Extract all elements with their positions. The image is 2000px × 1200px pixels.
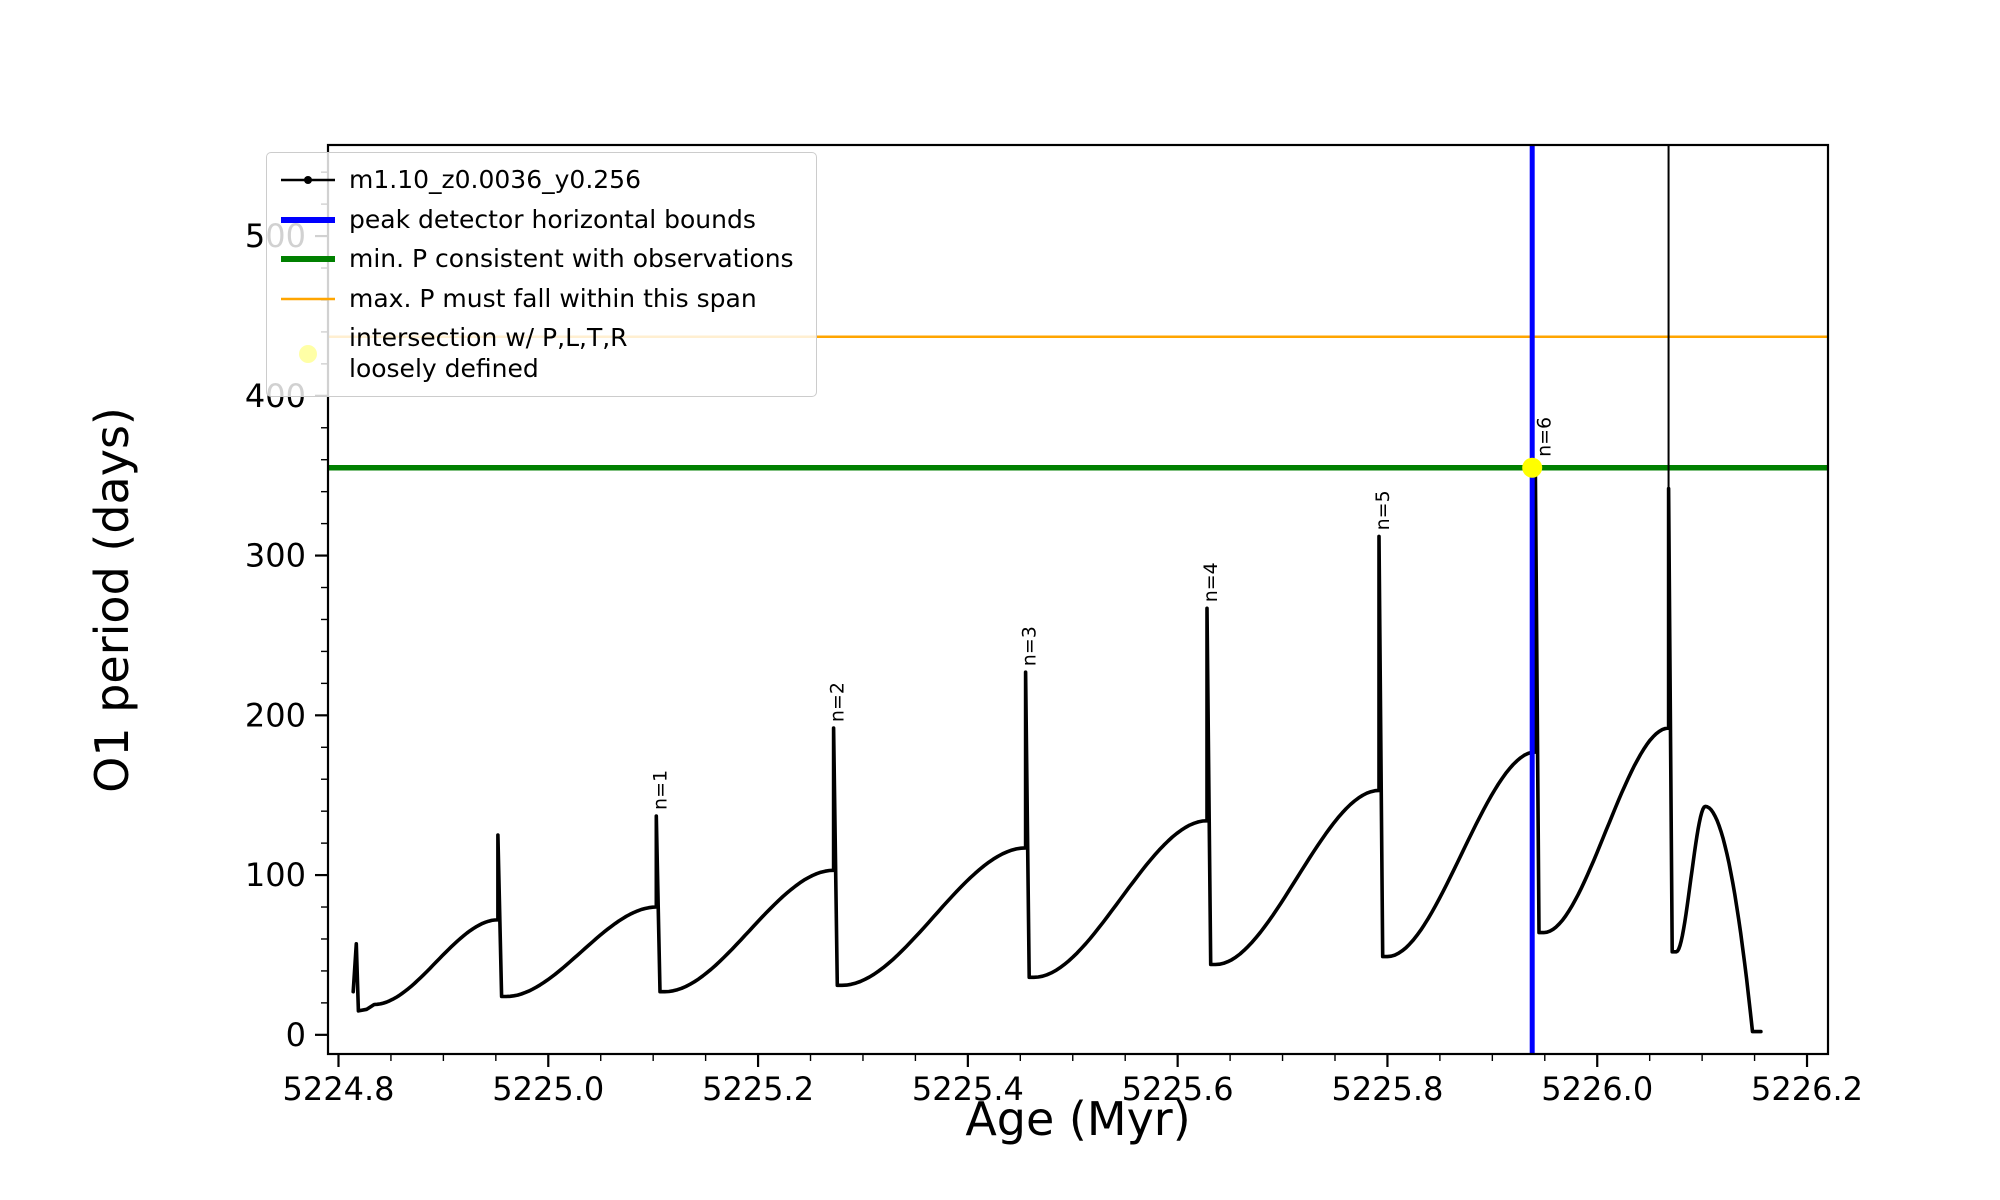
y-axis-label: O1 period (days)	[85, 407, 139, 793]
legend-item: m1.10_z0.0036_y0.256	[279, 165, 794, 196]
y-tick-label: 200	[245, 696, 306, 734]
line-with-dot-legend-sample	[279, 169, 337, 191]
legend-item-label: peak detector horizontal bounds	[349, 204, 756, 234]
intersection-marker	[1522, 457, 1543, 478]
y-tick-label: 300	[245, 537, 306, 575]
peak-label: n=5	[1372, 490, 1394, 530]
x-tick-label: 5225.4	[912, 1070, 1024, 1108]
legend-item-label: min. P consistent with observations	[349, 244, 794, 273]
peak-label: n=3	[1019, 626, 1041, 666]
thick-line-legend-sample	[279, 209, 337, 231]
plot-border	[326, 143, 1830, 1056]
line-legend-sample	[279, 288, 337, 310]
data-curve	[351, 461, 1763, 1034]
x-tick-label: 5224.8	[283, 1070, 395, 1108]
peak-label: n=6	[1534, 417, 1556, 457]
legend-item-label: intersection w/ P,L,T,R loosely defined	[349, 323, 628, 383]
peak-label: n=1	[649, 770, 671, 810]
x-tick-label: 5226.0	[1541, 1070, 1653, 1108]
x-tick-label: 5226.2	[1751, 1070, 1863, 1108]
x-tick-label: 5225.6	[1122, 1070, 1234, 1108]
y-tick-label: 100	[245, 856, 306, 894]
faint-dot-legend-sample	[279, 341, 337, 367]
x-tick-label: 5225.8	[1331, 1070, 1443, 1108]
peak-label: n=4	[1200, 562, 1222, 602]
y-tick-label: 0	[286, 1016, 306, 1054]
legend-item: intersection w/ P,L,T,R loosely defined	[279, 323, 794, 384]
thick-line-legend-sample	[279, 248, 337, 270]
legend-item: max. P must fall within this span	[279, 284, 794, 315]
x-tick-label: 5225.2	[702, 1070, 814, 1108]
legend-item: min. P consistent with observations	[279, 244, 794, 275]
legend-item-label: max. P must fall within this span	[349, 283, 757, 313]
legend-item: peak detector horizontal bounds	[279, 205, 794, 236]
x-axis-label: Age (Myr)	[965, 1092, 1191, 1146]
peak-label: n=2	[827, 682, 849, 722]
x-tick-label: 5225.0	[492, 1070, 604, 1108]
legend-item-label: m1.10_z0.0036_y0.256	[349, 165, 641, 194]
